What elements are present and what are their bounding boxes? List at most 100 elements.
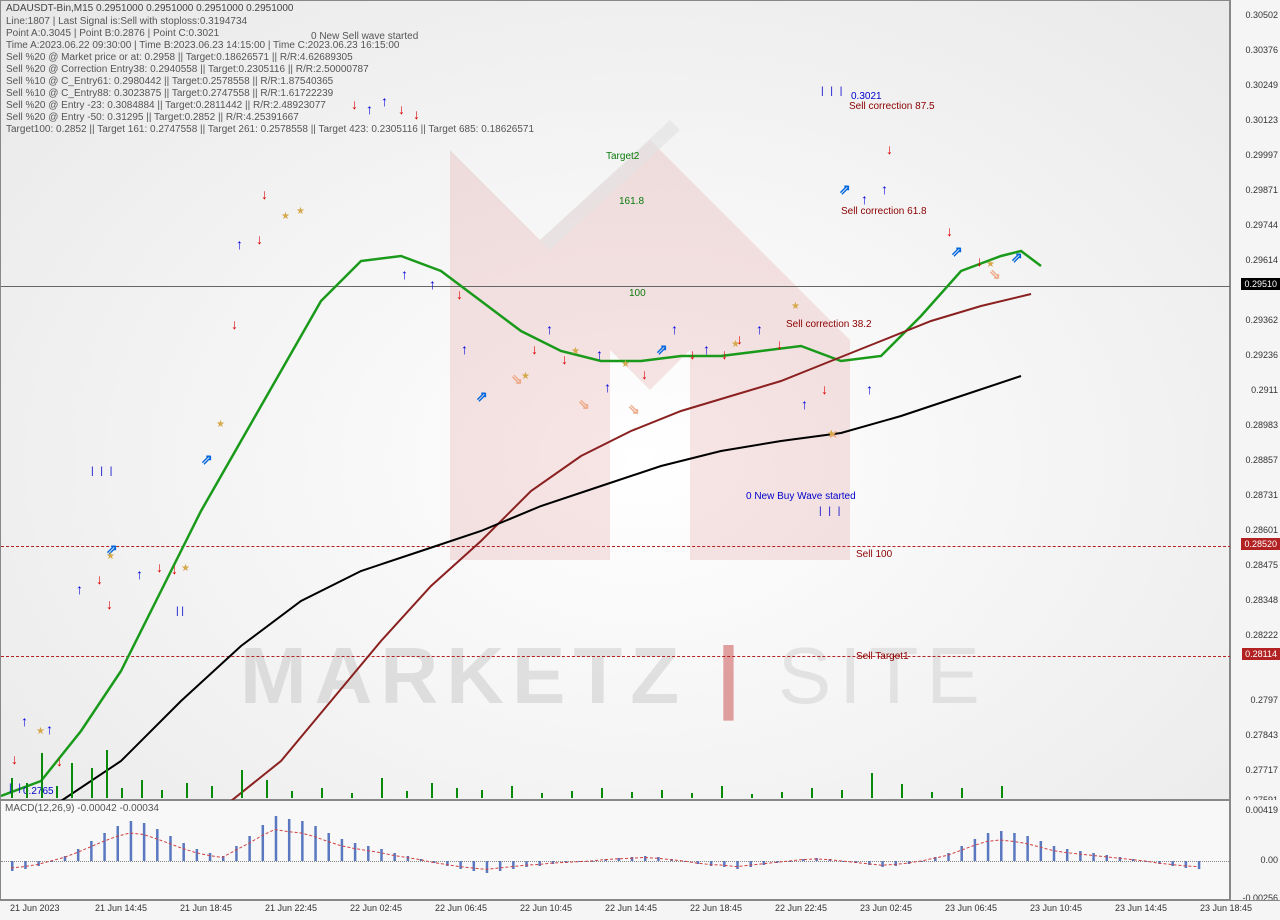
y-tick: 0.30123 (1245, 115, 1278, 125)
info-line: Sell %10 @ C_Entry88: 0.3023875 || Targe… (6, 88, 333, 99)
volume-bar (431, 783, 433, 798)
volume-bar (631, 792, 633, 798)
y-tick: 0.29744 (1245, 220, 1278, 230)
signal-arrow: ↑ (703, 341, 710, 357)
marker-mid2: | | (176, 606, 184, 617)
y-tick: 0.28857 (1245, 455, 1278, 465)
signal-arrow: ↓ (689, 346, 696, 362)
current-price-marker: 0.29510 (1241, 278, 1280, 290)
volume-bar (186, 783, 188, 798)
chart-title: ADAUSDT-Bin,M15 0.2951000 0.2951000 0.29… (6, 3, 293, 14)
signal-arrow: ⇗ (1011, 249, 1023, 266)
y-tick: 0.2797 (1250, 695, 1278, 705)
volume-bar (321, 788, 323, 798)
chart-annotation: Sell correction 61.8 (841, 206, 927, 217)
new-sell-wave-label: 0 New Sell wave started (311, 31, 418, 42)
volume-bar (541, 793, 543, 798)
x-tick: 21 Jun 14:45 (95, 903, 147, 913)
signal-arrow: ↓ (641, 366, 648, 382)
x-tick: 22 Jun 02:45 (350, 903, 402, 913)
signal-arrow: ⇗ (201, 451, 213, 468)
volume-bar (56, 786, 58, 798)
signal-arrow: ↑ (671, 321, 678, 337)
volume-bar (41, 753, 43, 798)
macd-panel[interactable]: MACD(12,26,9) -0.00042 -0.00034 (0, 800, 1230, 900)
volume-bar (571, 791, 573, 798)
volume-bar (601, 788, 603, 798)
volume-bar (161, 790, 163, 798)
volume-bar (811, 788, 813, 798)
y-tick: 0.29871 (1245, 185, 1278, 195)
info-line: Sell %20 @ Entry -50: 0.31295 || Target:… (6, 112, 299, 123)
signal-arrow: ⇗ (951, 243, 963, 260)
chart-annotation: 100 (629, 288, 646, 299)
signal-arrow: ↓ (886, 141, 893, 157)
chart-annotation: Sell correction 87.5 (849, 101, 935, 112)
chart-annotation: Sell correction 38.2 (786, 319, 872, 330)
x-tick: 22 Jun 22:45 (775, 903, 827, 913)
x-tick: 23 Jun 02:45 (860, 903, 912, 913)
signal-arrow: ↓ (261, 186, 268, 202)
signal-arrow: ↓ (413, 106, 420, 122)
y-tick: 0.27717 (1245, 765, 1278, 775)
info-line: Sell %20 @ Correction Entry38: 0.2940558… (6, 64, 369, 75)
signal-arrow: ↑ (21, 713, 28, 729)
signal-arrow: ↑ (381, 93, 388, 109)
volume-bar (121, 788, 123, 798)
y-tick: 0.29614 (1245, 255, 1278, 265)
volume-bar (141, 780, 143, 798)
signal-arrow: ↑ (881, 181, 888, 197)
time-x-axis: 21 Jun 202321 Jun 14:4521 Jun 18:4521 Ju… (0, 900, 1280, 920)
x-tick: 22 Jun 14:45 (605, 903, 657, 913)
volume-bar (691, 793, 693, 798)
signal-arrow: ↑ (604, 379, 611, 395)
y-tick: 0.30376 (1245, 45, 1278, 55)
price-y-axis: 0.305020.303760.302490.301230.299970.298… (1230, 0, 1280, 800)
chart-annotation: Sell 100 (856, 549, 892, 560)
info-line: Target100: 0.2852 || Target 161: 0.27475… (6, 124, 534, 135)
signal-arrow: ↓ (776, 336, 783, 352)
star-icon: ★ (621, 359, 630, 370)
volume-bar (406, 791, 408, 798)
macd-histogram (1, 801, 1231, 901)
signal-arrow: ↓ (531, 341, 538, 357)
volume-bar (456, 788, 458, 798)
info-line: Point A:0.3045 | Point B:0.2876 | Point … (6, 28, 219, 39)
sell-100-line (1, 546, 1231, 547)
volume-bar (661, 790, 663, 798)
x-tick: 21 Jun 18:45 (180, 903, 232, 913)
volume-bar (871, 773, 873, 798)
macd-y-tick: 0.00 (1260, 855, 1278, 865)
signal-arrow: ↓ (56, 753, 63, 769)
main-price-chart[interactable]: ADAUSDT-Bin,M15 0.2951000 0.2951000 0.29… (0, 0, 1230, 800)
sell-target1-price-marker: 0.28114 (1242, 648, 1280, 660)
volume-bar (961, 788, 963, 798)
signal-arrow: ↓ (256, 231, 263, 247)
chart-annotation: 161.8 (619, 196, 644, 207)
x-tick: 23 Jun 14:45 (1115, 903, 1167, 913)
y-tick: 0.30249 (1245, 80, 1278, 90)
info-line: Line:1807 | Last Signal is:Sell with sto… (6, 16, 247, 27)
signal-arrow: ↓ (456, 286, 463, 302)
y-tick: 0.28348 (1245, 595, 1278, 605)
star-icon: ★ (181, 563, 190, 574)
star-icon: ★ (521, 371, 530, 382)
y-tick: 0.28983 (1245, 420, 1278, 430)
macd-y-axis: 0.004190.00-0.00256 (1230, 800, 1280, 900)
volume-bar (211, 786, 213, 798)
marker-mid: | | | (91, 466, 114, 477)
volume-bar (71, 763, 73, 798)
current-price-line (1, 286, 1231, 287)
volume-bar (241, 770, 243, 798)
volume-bar (291, 791, 293, 798)
chart-annotation: Sell Target1 (856, 651, 909, 662)
star-icon: ★ (827, 429, 836, 440)
signal-arrow: ↓ (561, 351, 568, 367)
signal-arrow: ↑ (401, 266, 408, 282)
volume-bar (481, 790, 483, 798)
signal-arrow: ↓ (156, 559, 163, 575)
signal-arrow: ↓ (11, 751, 18, 767)
volume-bar (721, 786, 723, 798)
signal-arrow: ⇗ (476, 388, 488, 405)
signal-arrow: ↓ (821, 381, 828, 397)
